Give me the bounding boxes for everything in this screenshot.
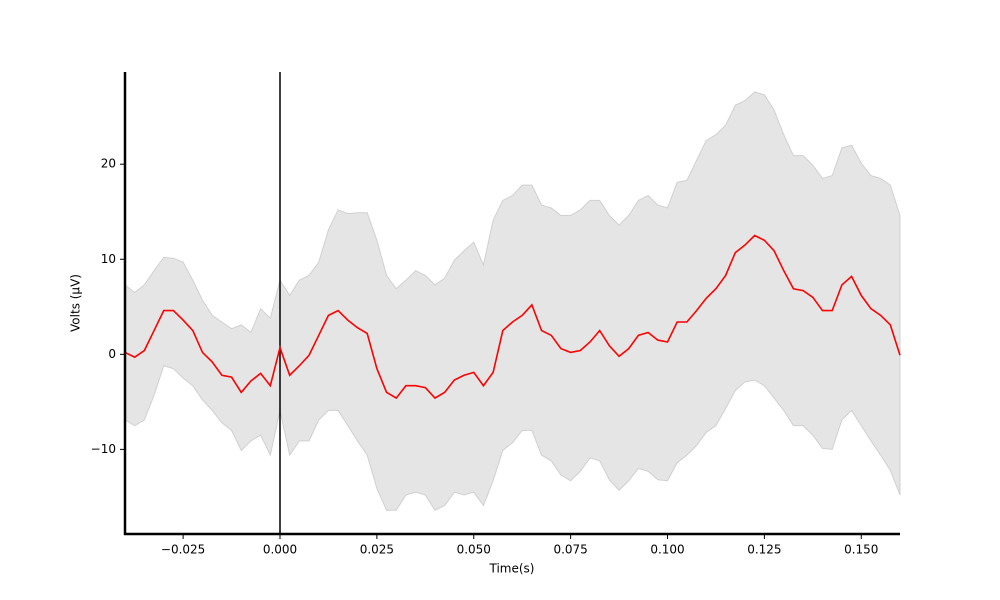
x-tick-label: −0.025 bbox=[161, 543, 205, 557]
x-tick-label: 0.075 bbox=[553, 543, 587, 557]
x-tick-label: 0.025 bbox=[360, 543, 394, 557]
x-tick-label: 0.050 bbox=[457, 543, 491, 557]
y-tick-label: 10 bbox=[101, 252, 116, 266]
confidence-band bbox=[124, 91, 901, 511]
x-tick-label: 0.150 bbox=[844, 543, 878, 557]
y-tick-label: 20 bbox=[101, 157, 116, 171]
y-tick-label: 0 bbox=[108, 347, 116, 361]
y-axis-label: Volts (μV) bbox=[69, 274, 83, 332]
x-axis-label: Time(s) bbox=[489, 562, 535, 576]
y-tick-label: −10 bbox=[91, 442, 116, 456]
x-tick-label: 0.000 bbox=[263, 543, 297, 557]
x-tick-label: 0.125 bbox=[747, 543, 781, 557]
x-tick-label: 0.100 bbox=[650, 543, 684, 557]
data-line bbox=[124, 234, 901, 400]
